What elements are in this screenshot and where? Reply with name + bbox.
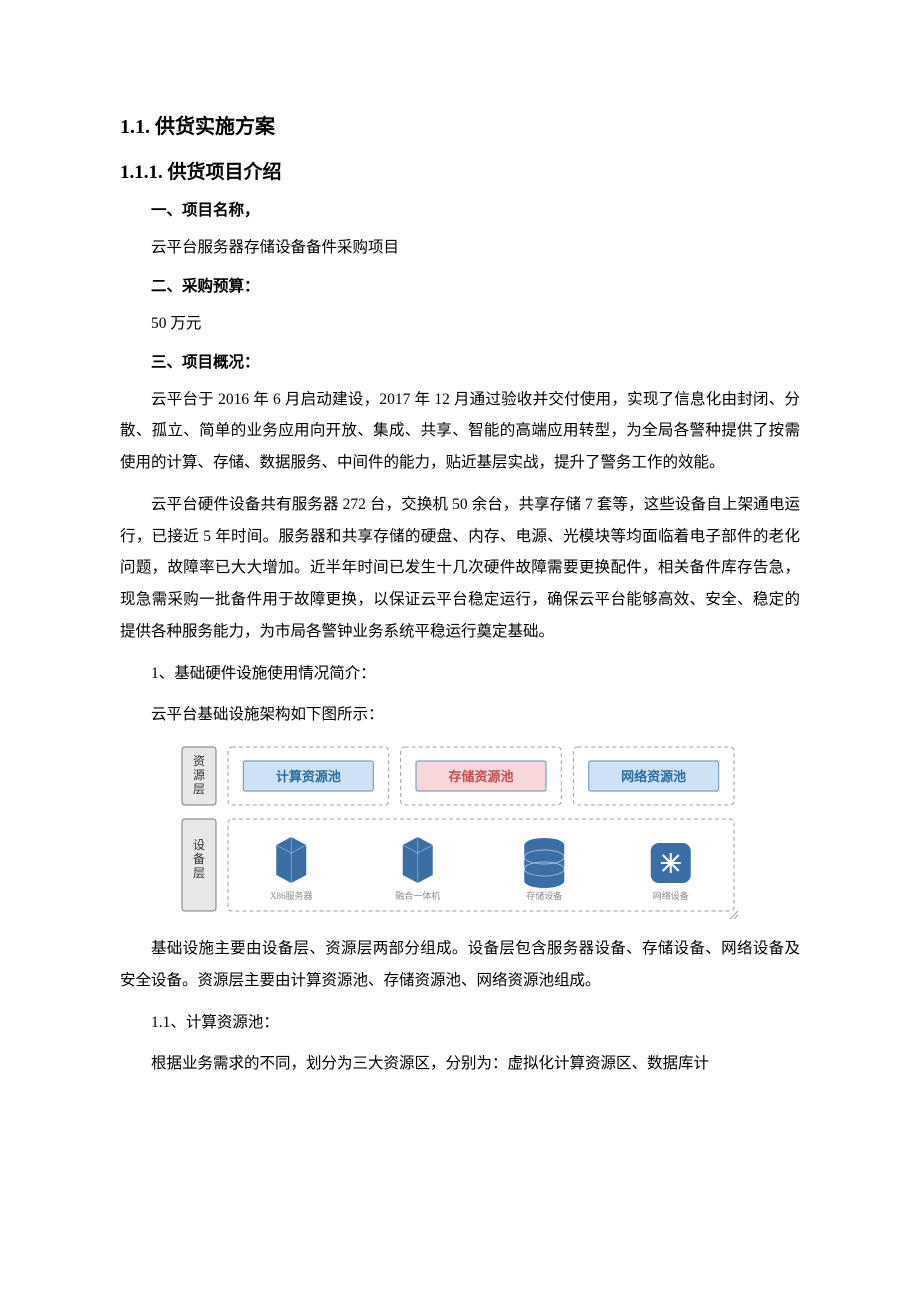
paragraph-1: 云平台于 2016 年 6 月启动建设，2017 年 12 月通过验收并交付使用… <box>120 384 800 479</box>
section-3-title: 三、项目概况： <box>120 350 800 372</box>
svg-text:X86服务器: X86服务器 <box>270 890 313 901</box>
svg-text:存储设备: 存储设备 <box>526 890 562 901</box>
svg-text:层: 层 <box>193 866 205 880</box>
section-2-body: 50 万元 <box>120 308 800 340</box>
svg-text:计算资源池: 计算资源池 <box>276 769 341 784</box>
heading-2: 1.1.1. 供货项目介绍 <box>120 157 800 184</box>
paragraph-4: 云平台基础设施架构如下图所示： <box>120 699 800 731</box>
svg-text:设: 设 <box>193 838 205 852</box>
svg-text:源: 源 <box>193 768 205 782</box>
section-1-body: 云平台服务器存储设备备件采购项目 <box>120 232 800 264</box>
architecture-diagram: 资源层计算资源池存储资源池网络资源池设备层X86服务器融合一体机存储设备网络设备 <box>120 741 800 921</box>
svg-text:融合一体机: 融合一体机 <box>395 890 440 901</box>
section-2-title: 二、采购预算： <box>120 274 800 296</box>
svg-text:资: 资 <box>193 754 205 768</box>
svg-text:备: 备 <box>193 852 205 866</box>
paragraph-6: 1.1、计算资源池： <box>120 1007 800 1039</box>
svg-text:存储资源池: 存储资源池 <box>448 769 513 784</box>
document-page: 1.1. 供货实施方案 1.1.1. 供货项目介绍 一、项目名称， 云平台服务器… <box>0 0 920 1301</box>
paragraph-3: 1、基础硬件设施使用情况简介： <box>120 658 800 690</box>
svg-text:网络资源池: 网络资源池 <box>621 769 686 784</box>
section-1-title: 一、项目名称， <box>120 198 800 220</box>
heading-1: 1.1. 供货实施方案 <box>120 110 800 139</box>
paragraph-7: 根据业务需求的不同，划分为三大资源区，分别为：虚拟化计算资源区、数据库计 <box>120 1048 800 1080</box>
paragraph-2: 云平台硬件设备共有服务器 272 台，交换机 50 余台，共享存储 7 套等，这… <box>120 489 800 648</box>
svg-text:层: 层 <box>193 782 205 796</box>
paragraph-5: 基础设施主要由设备层、资源层两部分组成。设备层包含服务器设备、存储设备、网络设备… <box>120 933 800 997</box>
svg-text:网络设备: 网络设备 <box>653 890 689 901</box>
